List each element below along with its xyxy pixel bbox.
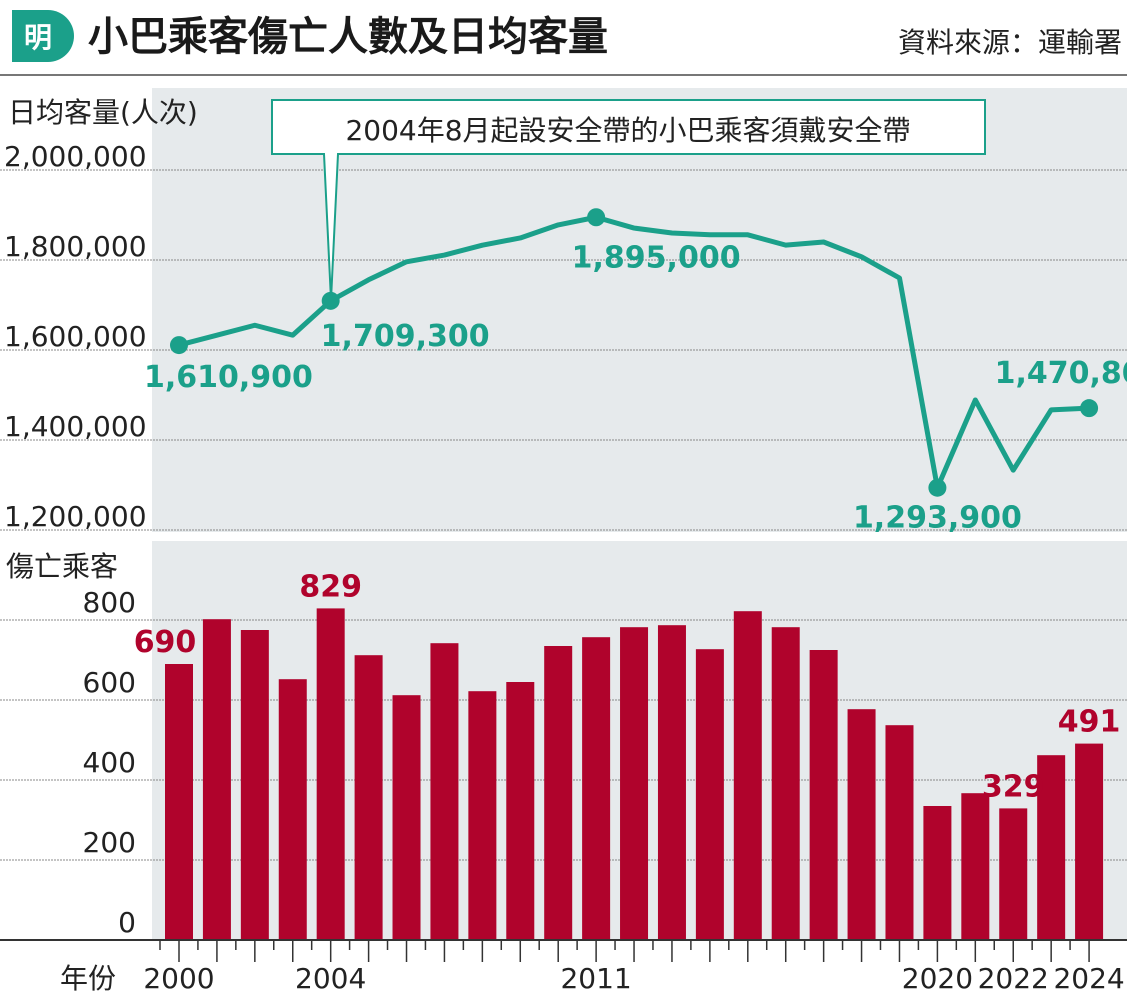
page-title: 小巴乘客傷亡人數及日均客量 (88, 14, 608, 60)
logo-text: 明 (24, 21, 52, 54)
x-tick-label: 2000 (143, 962, 214, 994)
y-tick-label: 1,200,000 (4, 500, 147, 533)
bar-2007 (430, 643, 459, 940)
bar-data-label: 690 (134, 625, 197, 660)
bar-2010 (544, 646, 573, 940)
bar-2008 (468, 691, 497, 940)
bar-data-label: 491 (1058, 705, 1121, 740)
x-axis-label: 年份 (60, 962, 116, 994)
bar-2013 (657, 625, 686, 940)
bar-2000 (165, 664, 193, 940)
bar-2019 (885, 725, 914, 940)
bar-2024 (1075, 743, 1104, 940)
point-2020 (928, 478, 947, 497)
bar-2009 (506, 682, 535, 940)
bar-2017 (809, 650, 838, 940)
y-tick-label: 0 (118, 906, 136, 939)
x-tick-label: 2022 (978, 962, 1049, 994)
y-tick-label: 2,000,000 (4, 140, 147, 173)
y-tick-label: 400 (83, 746, 136, 779)
bar-data-label: 329 (982, 769, 1045, 804)
annotation-callout: 2004年8月起設安全帶的小巴乘客須戴安全帶 (271, 99, 986, 301)
bar-2003 (278, 679, 307, 940)
bar-2002 (240, 630, 269, 940)
line-data-label: 1,895,000 (572, 240, 741, 275)
line-y-label: 日均客量(人次) (8, 96, 198, 129)
point-2011 (587, 208, 606, 227)
annotation-text: 2004年8月起設安全帶的小巴乘客須戴安全帶 (345, 114, 910, 147)
x-tick-label: 2004 (295, 962, 366, 994)
y-tick-label: 1,600,000 (4, 320, 147, 353)
bar-2015 (733, 611, 762, 940)
line-panel-bg (152, 88, 1127, 532)
bar-2006 (392, 695, 421, 940)
y-tick-label: 1,800,000 (4, 230, 147, 263)
x-tick-label: 2024 (1053, 962, 1124, 994)
y-tick-label: 200 (83, 826, 136, 859)
bar-2001 (202, 619, 231, 940)
x-tick-label: 2020 (902, 962, 973, 994)
bar-2023 (1037, 755, 1066, 940)
bar-y-label: 傷亡乘客 (6, 550, 118, 583)
bar-2022 (999, 808, 1028, 940)
line-data-label: 1,610,900 (144, 360, 313, 395)
point-2004 (321, 291, 340, 310)
bar-2020 (923, 806, 952, 940)
bar-2014 (695, 649, 724, 940)
x-tick-label: 2011 (560, 962, 631, 994)
bar-2004 (316, 608, 345, 940)
bar-2018 (847, 709, 876, 940)
bar-2011 (582, 637, 611, 940)
point-2000 (170, 336, 188, 355)
bar-data-label: 829 (299, 569, 362, 604)
bar-2016 (771, 627, 800, 940)
line-data-label: 1,293,900 (853, 501, 1022, 536)
bar-2021 (961, 793, 990, 940)
line-data-label: 1,470,800 (995, 356, 1127, 391)
logo-icon (12, 10, 74, 62)
bar-2005 (354, 655, 383, 940)
y-tick-label: 800 (83, 586, 136, 619)
y-tick-label: 600 (83, 666, 136, 699)
y-tick-label: 1,400,000 (4, 410, 147, 443)
point-2024 (1080, 399, 1099, 418)
bar-2012 (620, 627, 649, 940)
line-data-label: 1,709,300 (321, 319, 490, 354)
source-note: 資料來源：運輸署 (898, 26, 1122, 59)
